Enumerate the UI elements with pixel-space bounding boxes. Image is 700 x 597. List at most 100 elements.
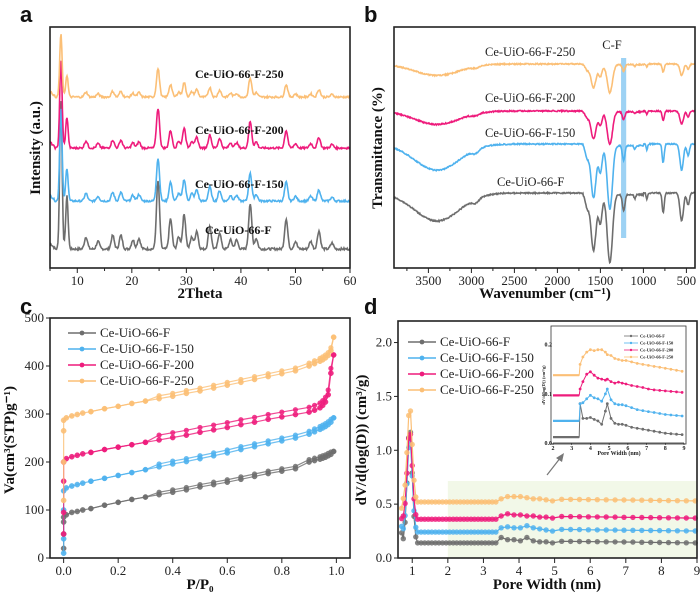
distribution-point (665, 497, 672, 504)
inset-point (596, 348, 600, 352)
distribution-point (413, 524, 419, 530)
x-tick-label: 7 (623, 563, 630, 578)
ftir-curve-ce-uio-66-f-250 (394, 62, 696, 95)
inset-point (669, 413, 673, 417)
panel-c-isotherm: c 0 100 200 300 400 500 0.0 0.2 0.4 0.6 0.8 1.0 Ce-… (2, 294, 351, 593)
inset-point (609, 354, 613, 357)
x-tick-label: 1500 (587, 273, 613, 288)
desorption-point (183, 456, 189, 462)
inset-point (605, 387, 609, 391)
distribution-point (517, 493, 524, 500)
adsorption-point (79, 480, 86, 486)
distribution-point (517, 538, 524, 544)
distribution-point (576, 538, 583, 545)
distribution-point (559, 538, 565, 544)
adsorption-point (68, 483, 75, 489)
distribution-point (524, 495, 530, 501)
distribution-point (683, 498, 689, 504)
distribution-point (612, 539, 618, 545)
inset-legend-marker (629, 355, 633, 359)
legend-label-ce-uio-66-f-200: Ce-UiO-66-F-200 (100, 357, 194, 372)
desorption-point (306, 428, 312, 434)
legend-label-ce-uio-66-f: Ce-UiO-66-F (100, 325, 170, 340)
x-tick-label: 1000 (630, 273, 656, 288)
inset-point (585, 350, 589, 354)
x-tick-label: 8 (658, 563, 665, 578)
desorption-point (265, 411, 271, 418)
inset-point (620, 381, 624, 385)
desorption-point (279, 368, 285, 374)
distribution-point (665, 528, 672, 534)
inset-legend-label: Ce-UiO-66-F (640, 334, 665, 339)
distribution-point (404, 449, 410, 456)
distribution-point (413, 511, 419, 518)
desorption-point (88, 409, 94, 415)
inset-point (652, 429, 656, 433)
distribution-point (639, 514, 645, 521)
x-tick-label: 6 (587, 563, 594, 578)
desorption-point (292, 432, 299, 438)
inset-chart: 2 3 4 5 6 7 8 9 0.0 0.1 0.2 Ce-UiO-66-F Ce-UiO-66-F… (541, 325, 687, 457)
xrd-curve-ce-uio-66-f-250 (49, 34, 351, 100)
cf-highlight-band (621, 58, 627, 238)
y-tick-label: 0.5 (376, 496, 392, 511)
desorption-point (328, 365, 334, 371)
inset-point (609, 398, 613, 402)
distribution-point (648, 514, 654, 521)
y-tick-label: 400 (25, 358, 45, 373)
inset-point (652, 388, 656, 392)
adsorption-point (63, 485, 70, 491)
distribution-point (621, 527, 627, 533)
adsorption-point (60, 535, 67, 542)
inset-point (641, 386, 645, 389)
distribution-point (621, 514, 627, 520)
distribution-point (400, 536, 406, 542)
desorption-point (129, 442, 135, 448)
distribution-point (683, 540, 689, 546)
desorption-point (211, 479, 217, 485)
inset-point (596, 376, 600, 380)
inset-point (592, 349, 596, 352)
distribution-point (511, 525, 517, 531)
inset-point (605, 377, 609, 381)
legend-marker (419, 339, 425, 345)
inset-point (600, 399, 604, 403)
distribution-point (612, 527, 618, 533)
inset-point (592, 396, 596, 400)
distribution-point (630, 497, 636, 503)
inset-legend-label: Ce-UiO-66-F-150 (640, 341, 674, 346)
desorption-point (238, 376, 244, 383)
inset-point (641, 427, 645, 431)
inset-point (604, 392, 607, 396)
distribution-point (585, 514, 592, 520)
distribution-point (559, 513, 565, 520)
legend-marker (79, 330, 85, 336)
inset-point (641, 363, 645, 366)
adsorption-point (183, 432, 190, 438)
desorption-point (115, 499, 121, 505)
distribution-point (504, 493, 511, 500)
curve-label: Ce-UiO-66-F (205, 223, 272, 237)
x-tick-label: 3 (480, 563, 487, 578)
inset-point (581, 355, 585, 359)
distribution-point (683, 528, 689, 534)
desorption-point (197, 453, 203, 459)
distribution-point (612, 514, 618, 520)
inset-point (604, 350, 607, 354)
distribution-point (674, 540, 681, 546)
adsorption-point (60, 497, 67, 504)
inset-point (663, 431, 667, 435)
distribution-point (409, 462, 415, 469)
inset-point (596, 397, 600, 401)
desorption-point (156, 393, 162, 399)
inset-point (592, 373, 596, 377)
inset-point (605, 402, 609, 406)
distribution-point (517, 525, 524, 531)
desorption-point (170, 458, 176, 464)
inset-point (658, 389, 662, 392)
x-tick-label: 40 (234, 273, 247, 288)
distribution-point (585, 538, 592, 545)
x-tick-label: 1 (409, 563, 416, 578)
adsorption-point (74, 452, 81, 459)
distribution-point (493, 516, 499, 522)
